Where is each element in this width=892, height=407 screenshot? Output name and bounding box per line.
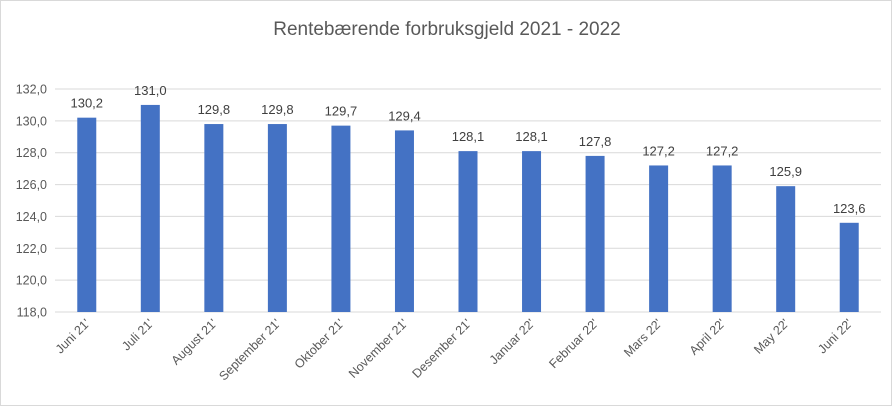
bar bbox=[649, 165, 669, 312]
data-label: 128,1 bbox=[515, 129, 548, 144]
data-label: 129,7 bbox=[325, 104, 358, 119]
x-tick-label: August 21' bbox=[169, 316, 220, 367]
bar bbox=[77, 117, 97, 313]
data-label: 131,0 bbox=[134, 83, 167, 98]
bar bbox=[331, 125, 351, 312]
x-tick-label: Juni 21' bbox=[53, 316, 93, 356]
data-label: 128,1 bbox=[452, 129, 485, 144]
x-tick-label: September 21' bbox=[216, 316, 283, 383]
y-tick-label: 120,0 bbox=[16, 274, 47, 288]
y-tick-label: 122,0 bbox=[16, 242, 47, 256]
bar bbox=[458, 151, 478, 312]
y-tick-label: 132,0 bbox=[16, 83, 47, 97]
data-label: 129,4 bbox=[388, 108, 421, 123]
bar bbox=[839, 222, 859, 312]
data-label: 130,2 bbox=[70, 96, 103, 111]
x-tick-label: Juni 22' bbox=[815, 316, 855, 356]
data-label: 127,2 bbox=[642, 143, 675, 158]
bar bbox=[394, 130, 414, 312]
bar bbox=[522, 151, 542, 312]
bar bbox=[267, 124, 287, 313]
x-tick-label: Januar 22' bbox=[487, 316, 538, 367]
chart-title: Rentebærende forbruksgjeld 2021 - 2022 bbox=[273, 19, 621, 40]
y-tick-label: 128,0 bbox=[16, 146, 47, 160]
bar bbox=[712, 165, 732, 312]
bar bbox=[585, 155, 605, 312]
bar bbox=[776, 186, 796, 312]
y-tick-label: 126,0 bbox=[16, 178, 47, 192]
x-tick-label: Oktober 21' bbox=[292, 316, 347, 371]
x-tick-label: May 22' bbox=[751, 316, 792, 357]
x-tick-label: Februar 22' bbox=[546, 316, 601, 371]
y-tick-label: 130,0 bbox=[16, 114, 47, 128]
x-tick-label: Desember 21' bbox=[409, 316, 474, 381]
y-axis-ticks: 118,0 120,0 122,0 124,0 126,0 128,0 130,0 132,0 bbox=[16, 83, 47, 320]
data-label: 127,8 bbox=[579, 134, 612, 149]
bar bbox=[204, 124, 224, 313]
data-label: 127,2 bbox=[706, 143, 739, 158]
data-label: 129,8 bbox=[198, 102, 231, 117]
x-tick-label: November 21' bbox=[346, 316, 411, 381]
bar bbox=[140, 104, 160, 312]
data-labels: 130,2 131,0 129,8 129,8 129,7 129,4 128,1 128,1… bbox=[70, 83, 865, 216]
data-label: 125,9 bbox=[769, 164, 802, 179]
x-tick-label: Juli 21' bbox=[119, 316, 156, 353]
y-tick-label: 118,0 bbox=[17, 306, 47, 320]
y-tick-label: 124,0 bbox=[16, 210, 47, 224]
x-axis-ticks: Juni 21' Juli 21' August 21'September 21' O… bbox=[53, 316, 856, 383]
data-label: 123,6 bbox=[833, 201, 866, 216]
x-tick-label: April 22' bbox=[687, 316, 729, 358]
bars bbox=[77, 104, 859, 313]
x-tick-label: Mars 22' bbox=[621, 316, 665, 360]
data-label: 129,8 bbox=[261, 102, 294, 117]
